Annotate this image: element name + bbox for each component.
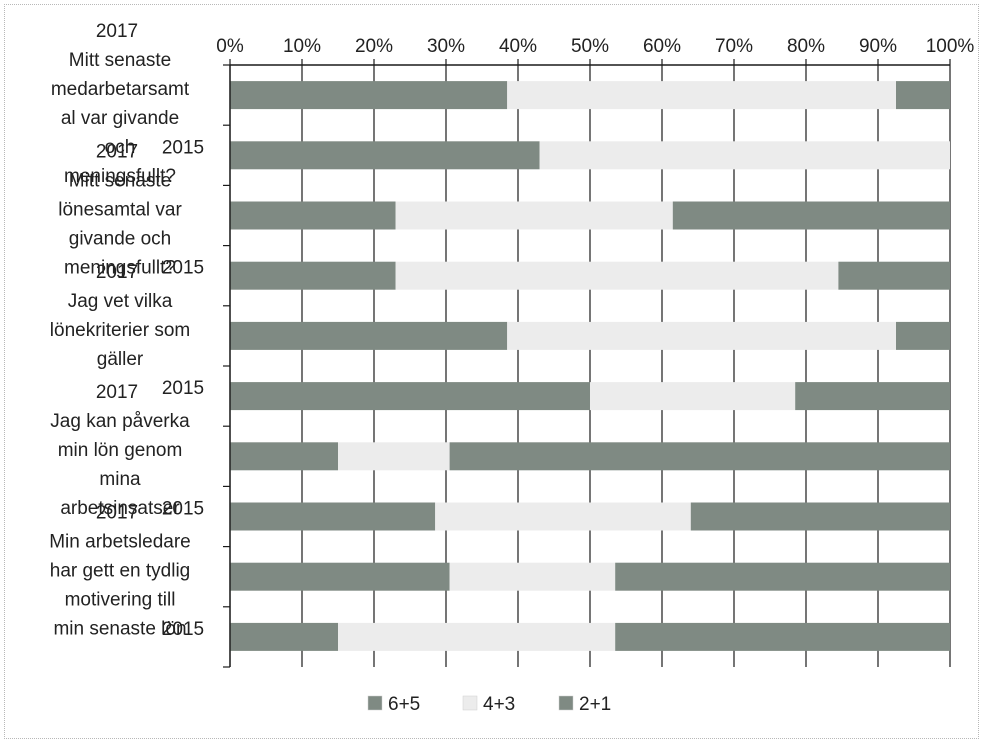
legend-label: 4+3	[483, 694, 515, 715]
category-label: 2015	[162, 499, 204, 520]
stacked-bar-chart: 0% 10% 20% 30% 40% 50% 60% 70% 80% 90% 100% 2017 Mi…	[5, 5, 980, 740]
bar-2-1-row-3	[838, 262, 950, 290]
bar-6-5-row-1	[230, 141, 540, 169]
bar-4-3-row-3	[396, 262, 839, 290]
category-label: 2015	[162, 258, 204, 279]
bar-4-3-row-6	[338, 442, 450, 470]
x-tick-label: 100%	[926, 36, 975, 57]
bar-4-3-row-8	[450, 563, 616, 591]
bar-4-3-row-0	[507, 81, 896, 109]
category-label: 2015	[162, 137, 204, 158]
bar-6-5-row-6	[230, 442, 338, 470]
x-tick-label: 30%	[427, 36, 465, 57]
bar-2-1-row-7	[691, 503, 950, 531]
legend-swatch	[368, 696, 382, 710]
x-tick-label: 80%	[787, 36, 825, 57]
bar-2-1-row-5	[795, 382, 950, 410]
legend-swatch	[463, 696, 477, 710]
chart-frame: 0% 10% 20% 30% 40% 50% 60% 70% 80% 90% 100% 2017 Mi…	[4, 4, 979, 739]
bar-2-1-row-8	[615, 563, 950, 591]
bar-2-1-row-4	[896, 322, 950, 350]
legend-label: 6+5	[388, 694, 420, 715]
x-tick-label: 20%	[355, 36, 393, 57]
tick-labels: 0% 10% 20% 30% 40% 50% 60% 70% 80% 90% 100%	[216, 36, 974, 57]
category-labels: 2017 Mitt senaste medarbetarsamt al var giv…	[49, 21, 204, 640]
bar-6-5-row-0	[230, 81, 507, 109]
bar-6-5-row-7	[230, 503, 435, 531]
bar-2-1-row-0	[896, 81, 950, 109]
legend-item-4-3: 4+3	[463, 694, 515, 715]
category-label: 2015	[162, 619, 204, 640]
category-label: 2015	[162, 378, 204, 399]
legend-label: 2+1	[579, 694, 611, 715]
bar-4-3-row-5	[590, 382, 795, 410]
bar-6-5-row-8	[230, 563, 450, 591]
bar-6-5-row-4	[230, 322, 507, 350]
bar-4-3-row-9	[338, 623, 615, 651]
x-tick-label: 50%	[571, 36, 609, 57]
x-tick-label: 70%	[715, 36, 753, 57]
x-tick-label: 40%	[499, 36, 537, 57]
legend-item-2-1: 2+1	[559, 694, 611, 715]
legend-item-6-5: 6+5	[368, 694, 420, 715]
bar-4-3-row-2	[396, 202, 673, 230]
bar-2-1-row-6	[450, 442, 950, 470]
bar-6-5-row-5	[230, 382, 590, 410]
x-tick-label: 10%	[283, 36, 321, 57]
x-tick-label: 0%	[216, 36, 244, 57]
bar-6-5-row-9	[230, 623, 338, 651]
bar-2-1-row-9	[615, 623, 950, 651]
bar-6-5-row-3	[230, 262, 396, 290]
bar-4-3-row-7	[435, 503, 691, 531]
bar-4-3-row-4	[507, 322, 896, 350]
bar-2-1-row-2	[673, 202, 950, 230]
x-tick-label: 60%	[643, 36, 681, 57]
bar-6-5-row-2	[230, 202, 396, 230]
legend-swatch	[559, 696, 573, 710]
bar-4-3-row-1	[540, 141, 950, 169]
legend: 6+5 4+3 2+1	[368, 694, 611, 715]
x-tick-label: 90%	[859, 36, 897, 57]
